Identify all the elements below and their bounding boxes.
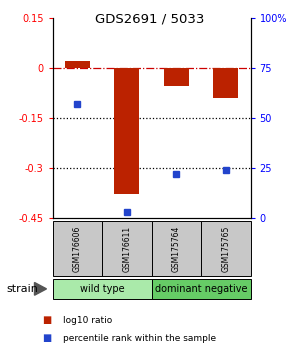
Text: wild type: wild type xyxy=(80,284,124,294)
Text: GDS2691 / 5033: GDS2691 / 5033 xyxy=(95,12,205,25)
Text: dominant negative: dominant negative xyxy=(155,284,247,294)
Text: percentile rank within the sample: percentile rank within the sample xyxy=(63,333,216,343)
Polygon shape xyxy=(34,282,46,295)
Text: log10 ratio: log10 ratio xyxy=(63,316,112,325)
Text: strain: strain xyxy=(6,284,38,294)
Text: ■: ■ xyxy=(42,333,51,343)
Text: GSM176606: GSM176606 xyxy=(73,225,82,272)
Bar xyxy=(114,68,139,194)
Text: GSM175764: GSM175764 xyxy=(172,225,181,272)
Text: GSM175765: GSM175765 xyxy=(221,225,230,272)
Text: GSM176611: GSM176611 xyxy=(122,225,131,272)
Bar xyxy=(213,68,238,98)
Bar xyxy=(65,61,90,68)
Bar xyxy=(164,68,189,86)
Text: ■: ■ xyxy=(42,315,51,325)
